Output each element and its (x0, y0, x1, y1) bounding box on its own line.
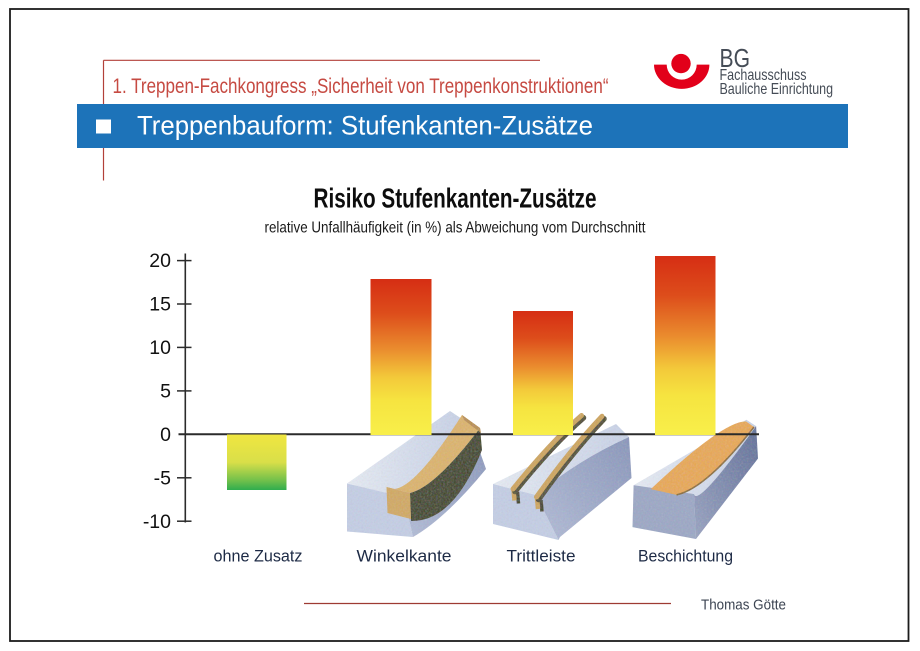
svg-text:10: 10 (149, 337, 171, 359)
svg-text:Winkelkante: Winkelkante (357, 548, 452, 566)
svg-text:Trittleiste: Trittleiste (507, 548, 576, 566)
svg-text:Treppenbauform: Stufenkanten-Z: Treppenbauform: Stufenkanten-Zusätze (137, 111, 593, 141)
svg-text:5: 5 (160, 380, 171, 402)
svg-text:-10: -10 (143, 511, 171, 533)
svg-text:Risiko Stufenkanten-Zusätze: Risiko Stufenkanten-Zusätze (314, 183, 597, 214)
svg-text:Fachausschuss: Fachausschuss (720, 67, 807, 84)
svg-text:Beschichtung: Beschichtung (638, 548, 733, 566)
svg-text:15: 15 (149, 294, 171, 316)
svg-text:0: 0 (160, 424, 171, 446)
svg-text:-5: -5 (154, 467, 171, 489)
svg-text:relative Unfallhäufigkeit (in: relative Unfallhäufigkeit (in %) als Abw… (265, 219, 647, 236)
svg-text:Bauliche Einrichtung: Bauliche Einrichtung (720, 81, 834, 98)
svg-text:BG: BG (720, 43, 751, 73)
svg-text:1. Treppen-Fachkongress „Siche: 1. Treppen-Fachkongress „Sicherheit von … (113, 75, 609, 98)
svg-text:ohne Zusatz: ohne Zusatz (214, 548, 303, 566)
svg-text:20: 20 (149, 250, 171, 272)
svg-text:Thomas Götte: Thomas Götte (701, 598, 786, 614)
